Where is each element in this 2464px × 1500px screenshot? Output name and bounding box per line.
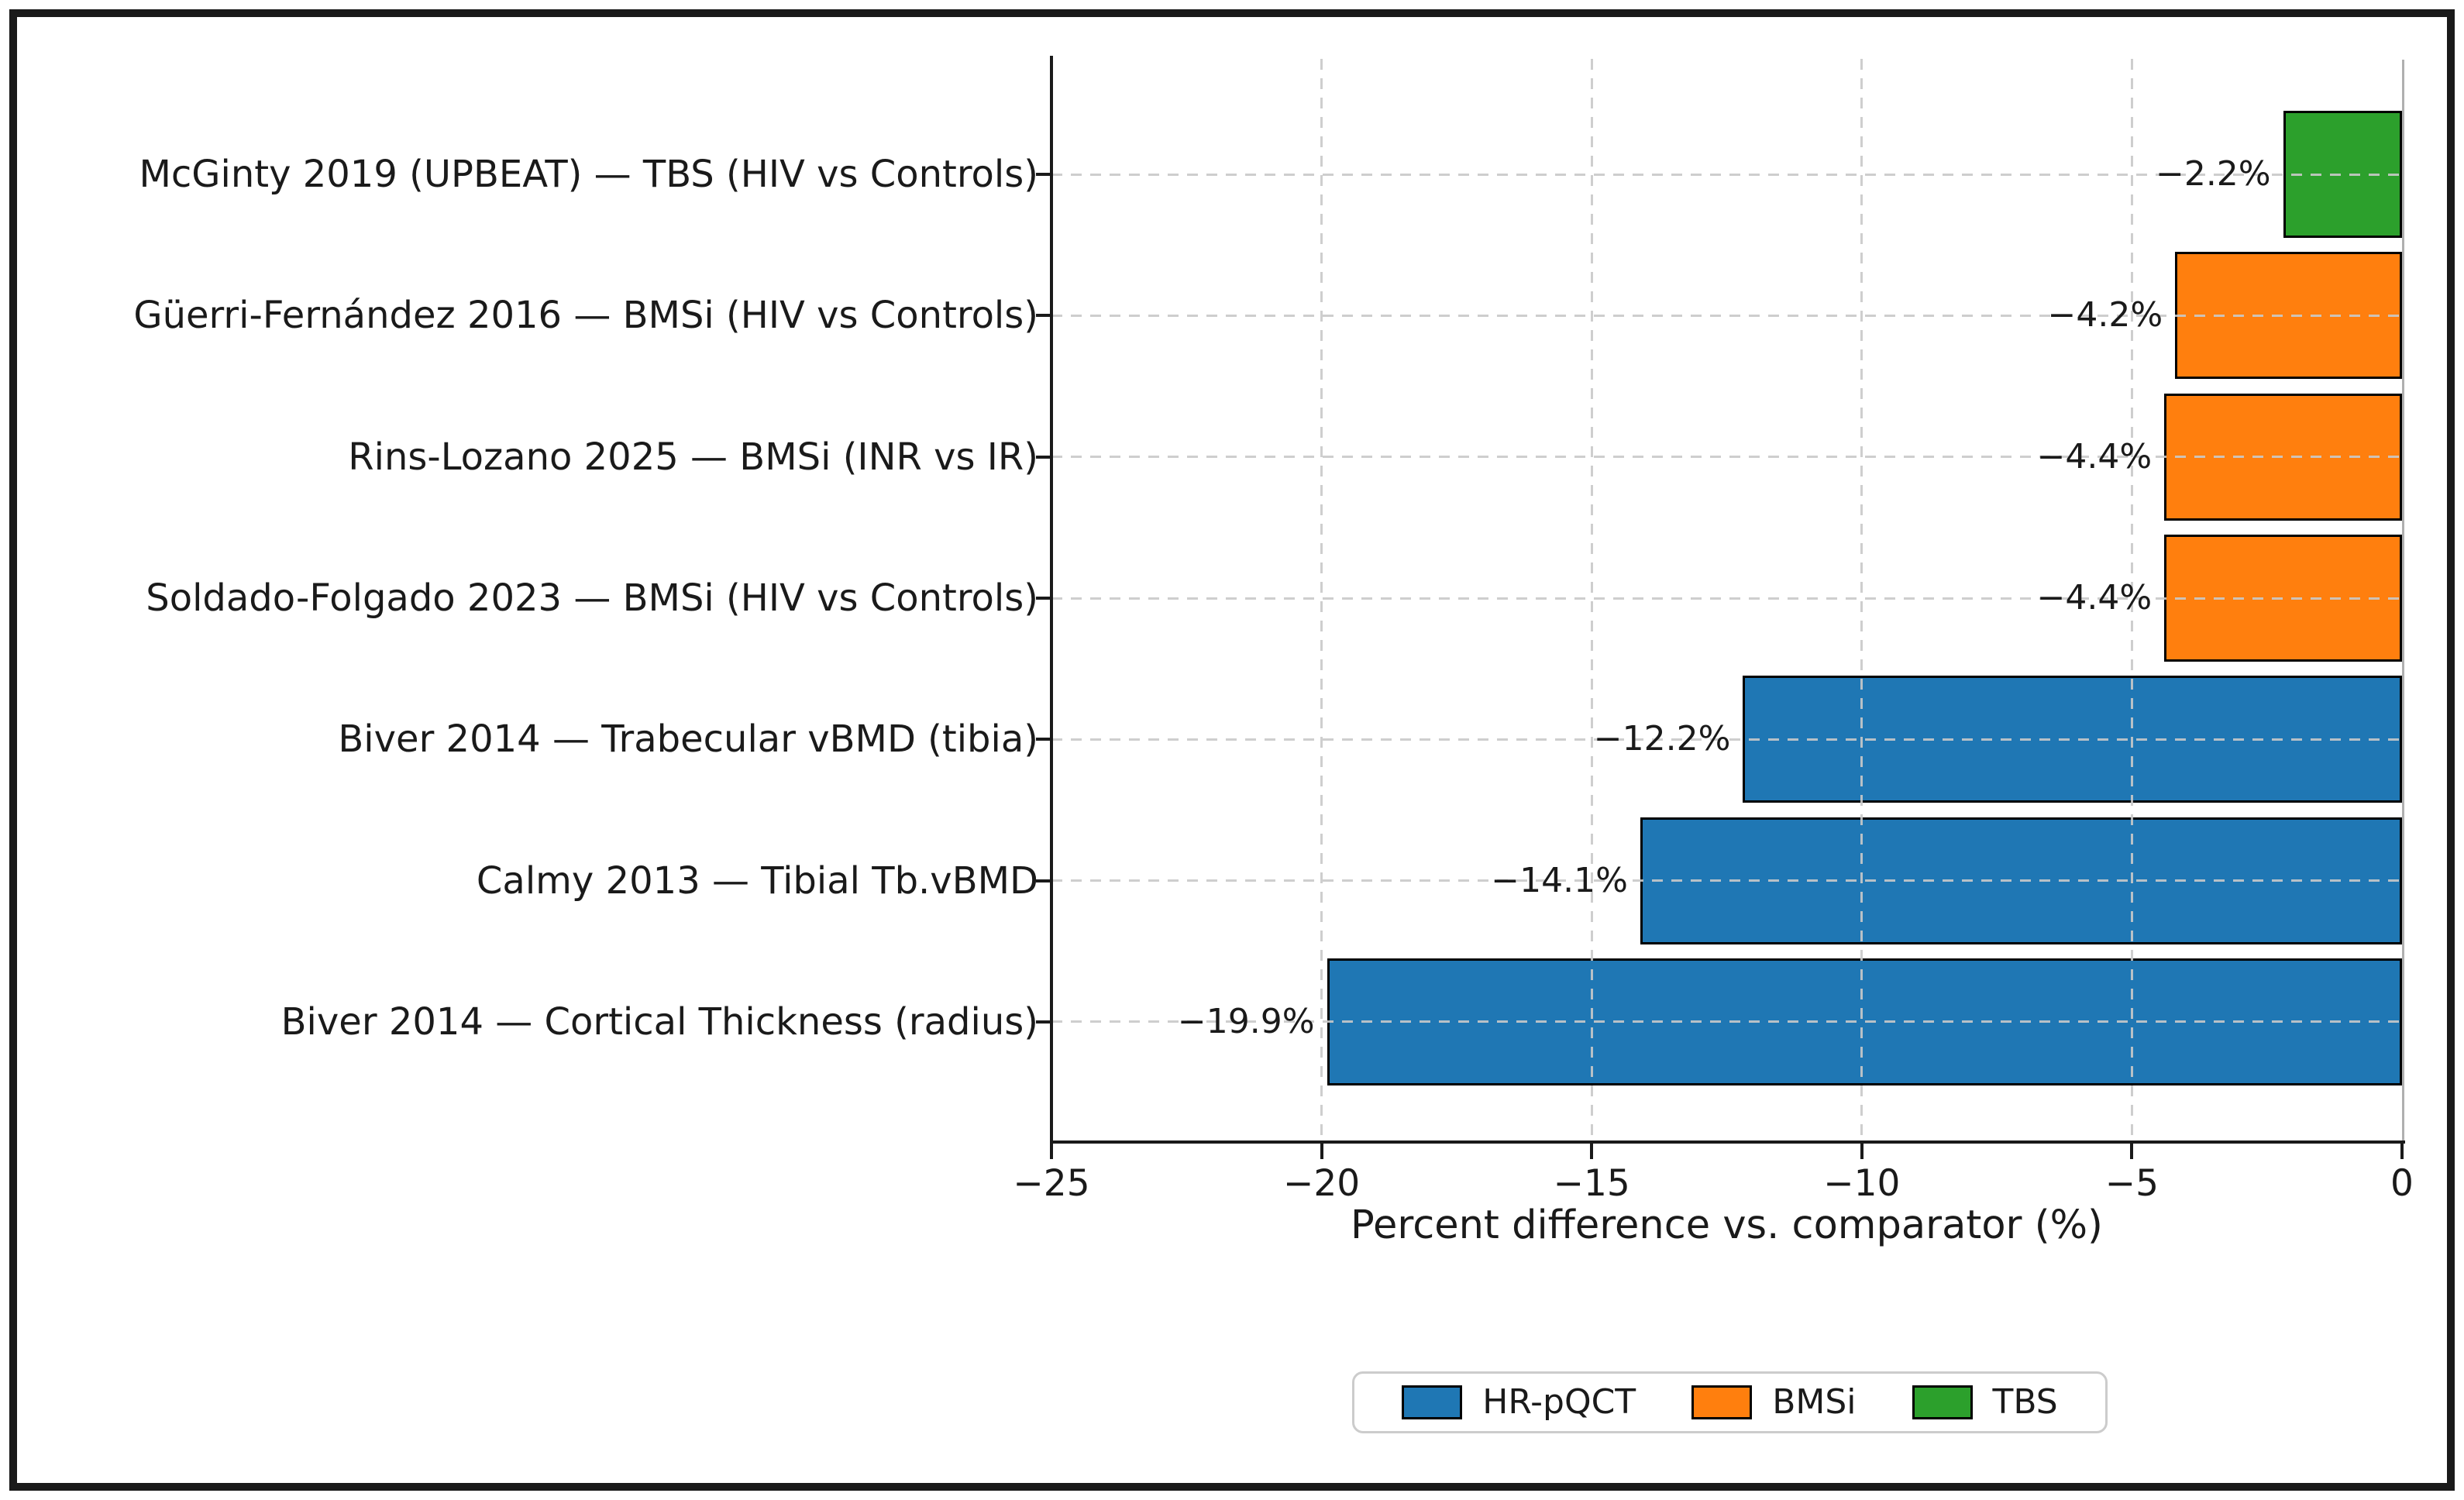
bar-value-label: −4.2% [2047, 295, 2163, 335]
bar-value-label: −2.2% [2155, 154, 2271, 194]
y-gridline [1051, 173, 2402, 176]
y-tick-label: McGinty 2019 (UPBEAT) — TBS (HIV vs Cont… [139, 153, 1038, 197]
x-tick [1050, 1144, 1053, 1159]
x-tick [2400, 1144, 2404, 1159]
x-gridline [1590, 59, 1593, 1140]
y-gridline [1051, 456, 2402, 459]
y-tick [1036, 879, 1051, 882]
legend-swatch-bmsi [1691, 1385, 1753, 1419]
bar-value-label: −12.2% [1593, 719, 1731, 759]
y-tick [1036, 597, 1051, 600]
x-gridline [1860, 59, 1863, 1140]
legend-swatch-hr-pqct [1402, 1385, 1463, 1419]
bar-value-label: −4.4% [2036, 436, 2153, 476]
legend-swatch-tbs [1912, 1385, 1973, 1419]
y-tick [1036, 314, 1051, 318]
y-gridline [1051, 1020, 2402, 1024]
x-tick-label: −25 [1013, 1162, 1090, 1205]
legend-item-label: TBS [1992, 1382, 2058, 1422]
legend-item-label: HR-pQCT [1482, 1382, 1636, 1422]
legend: HR-pQCT BMSi TBS [1352, 1371, 2108, 1433]
y-tick-label: Rins-Lozano 2025 — BMSi (INR vs IR) [348, 435, 1038, 479]
y-gridline [1051, 597, 2402, 600]
y-gridline [1051, 314, 2402, 317]
y-tick-label: Calmy 2013 — Tibial Tb.vBMD [476, 858, 1038, 903]
y-tick [1036, 1020, 1051, 1024]
bar-value-label: −19.9% [1177, 1001, 1315, 1041]
y-tick-label: Soldado-Folgado 2023 — BMSi (HIV vs Cont… [146, 576, 1038, 620]
x-gridline [2130, 59, 2133, 1140]
x-tick [1860, 1144, 1863, 1159]
x-tick [1590, 1144, 1594, 1159]
x-tick [1320, 1144, 1323, 1159]
x-tick-label: −10 [1823, 1162, 1901, 1205]
legend-item: TBS [1912, 1385, 2058, 1419]
y-axis-spine [1050, 56, 1053, 1144]
x-tick-label: 0 [2390, 1162, 2414, 1205]
right-boundary-line [2402, 60, 2404, 1140]
legend-item: BMSi [1691, 1382, 1857, 1422]
y-gridline [1051, 738, 2402, 741]
y-tick-label: Güerri-Fernández 2016 — BMSi (HIV vs Con… [133, 294, 1038, 338]
x-axis-spine [1050, 1140, 2405, 1144]
bar-value-label: −14.1% [1491, 860, 1628, 900]
y-tick-label: Biver 2014 — Cortical Thickness (radius) [280, 999, 1038, 1044]
x-gridline [1320, 59, 1323, 1140]
legend-item-label: BMSi [1772, 1382, 1857, 1422]
x-tick [2130, 1144, 2134, 1159]
x-axis-title: Percent difference vs. comparator (%) [1351, 1202, 2103, 1248]
legend-item: HR-pQCT [1402, 1385, 1636, 1419]
x-tick-label: −5 [2104, 1162, 2159, 1205]
y-gridline [1051, 879, 2402, 882]
y-tick [1036, 173, 1051, 177]
x-tick-label: −20 [1283, 1162, 1361, 1205]
x-tick-label: −15 [1553, 1162, 1630, 1205]
y-tick-label: Biver 2014 — Trabecular vBMD (tibia) [338, 717, 1038, 762]
y-tick [1036, 455, 1051, 459]
y-tick [1036, 738, 1051, 741]
bar-value-label: −4.4% [2036, 578, 2153, 618]
